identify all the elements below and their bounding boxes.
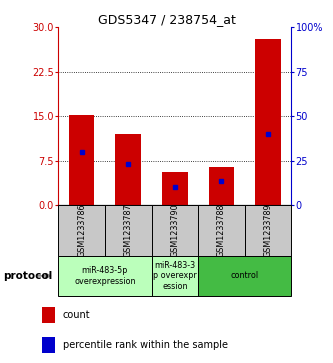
Text: GSM1233788: GSM1233788	[217, 204, 226, 257]
Bar	[152, 256, 198, 296]
Bar	[42, 307, 55, 323]
Bar	[198, 256, 291, 296]
Text: GSM1233787: GSM1233787	[124, 204, 133, 257]
Text: percentile rank within the sample: percentile rank within the sample	[63, 340, 228, 350]
Bar	[58, 205, 105, 256]
Text: protocol: protocol	[3, 271, 53, 281]
Bar	[198, 205, 245, 256]
Text: GSM1233786: GSM1233786	[77, 204, 86, 257]
Bar	[69, 115, 95, 205]
Bar	[42, 337, 55, 354]
Bar	[255, 39, 281, 205]
Bar	[58, 256, 152, 296]
Bar	[245, 205, 291, 256]
Bar	[116, 134, 141, 205]
Text: miR-483-3
p overexpr
ession: miR-483-3 p overexpr ession	[153, 261, 197, 291]
Text: miR-483-5p
overexpression: miR-483-5p overexpression	[74, 266, 136, 286]
Text: count: count	[63, 310, 91, 320]
Bar	[105, 205, 152, 256]
Text: GSM1233789: GSM1233789	[263, 204, 273, 257]
Bar	[152, 205, 198, 256]
Text: GDS5347 / 238754_at: GDS5347 / 238754_at	[98, 13, 235, 26]
Bar	[162, 172, 188, 205]
Bar	[208, 167, 234, 205]
Text: GSM1233790: GSM1233790	[170, 204, 179, 257]
Text: control: control	[231, 272, 259, 280]
